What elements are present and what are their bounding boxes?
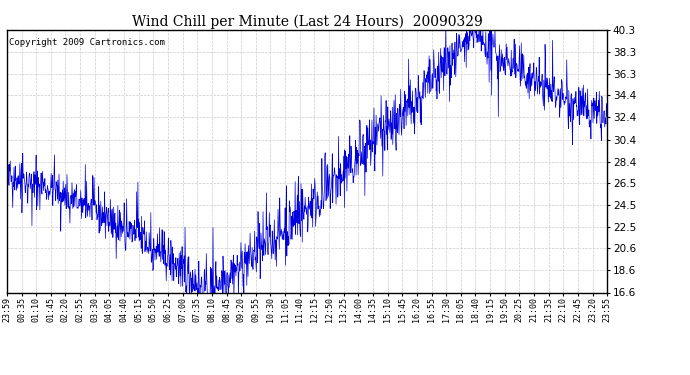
Text: Copyright 2009 Cartronics.com: Copyright 2009 Cartronics.com [9, 38, 165, 47]
Title: Wind Chill per Minute (Last 24 Hours)  20090329: Wind Chill per Minute (Last 24 Hours) 20… [132, 15, 482, 29]
